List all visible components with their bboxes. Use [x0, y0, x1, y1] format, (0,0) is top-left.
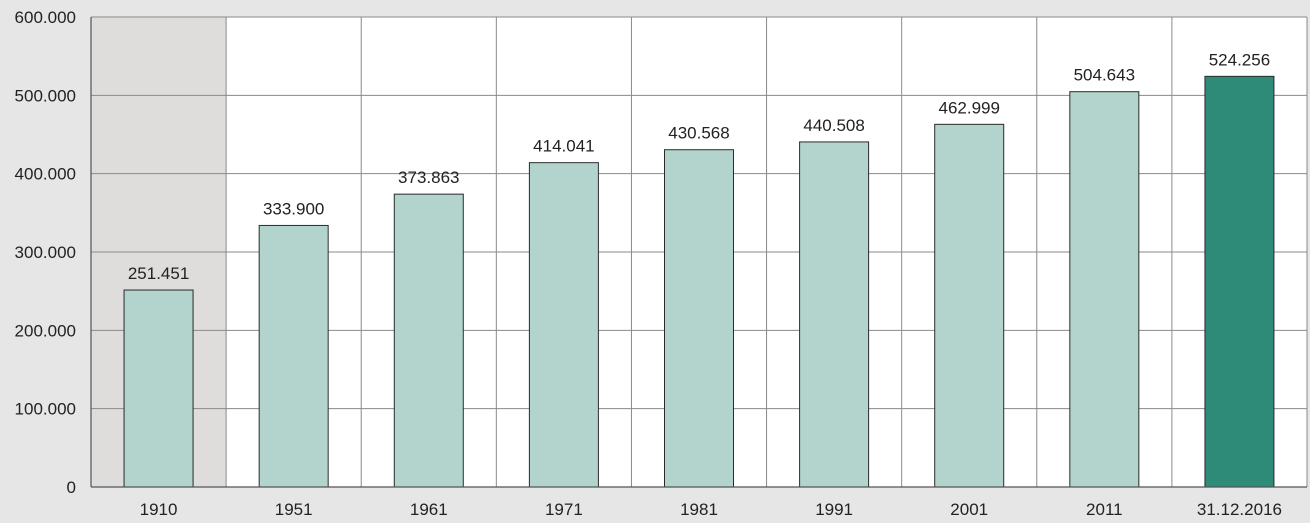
x-tick-label: 2001	[950, 500, 988, 519]
bar-2011	[1069, 91, 1140, 488]
y-tick-label: 100.000	[15, 400, 76, 419]
bar-31.12.2016	[1204, 75, 1275, 488]
y-tick-label: 400.000	[15, 165, 76, 184]
y-tick-label: 500.000	[15, 86, 76, 105]
x-tick-label: 1951	[275, 500, 313, 519]
y-tick-label: 600.000	[15, 8, 76, 27]
x-tick-label: 2011	[1086, 500, 1123, 519]
value-label: 440.508	[803, 116, 864, 135]
x-tick-label: 1991	[815, 500, 853, 519]
value-label: 524.256	[1209, 50, 1270, 69]
x-tick-label: 1971	[545, 500, 583, 519]
x-axis: 1910 1951 1961 1971 1981 1991 2001 2011 31.12.20…	[91, 486, 1307, 519]
value-label: 462.999	[938, 98, 999, 117]
bar-1981	[664, 149, 734, 488]
value-labels: 251.451 333.900 373.863 414.041 430.568 440.5…	[128, 50, 1270, 283]
value-label: 373.863	[398, 168, 459, 187]
x-tick-label: 1981	[680, 500, 718, 519]
bar-1971	[528, 162, 599, 488]
bar-1951	[258, 224, 329, 488]
bar-1961	[393, 193, 464, 488]
x-tick-label: 1961	[410, 500, 448, 519]
y-tick-label: 300.000	[15, 243, 76, 262]
y-tick-label: 0	[67, 478, 76, 497]
bar-1910	[123, 289, 194, 488]
value-label: 333.900	[263, 199, 324, 218]
y-tick-label: 200.000	[15, 321, 76, 340]
y-axis: 0 100.000 200.000 300.000 400.000 500.000 600.…	[15, 8, 92, 497]
x-tick-label: 31.12.2016	[1197, 500, 1282, 519]
value-label: 251.451	[128, 264, 189, 283]
bar-2001	[934, 123, 1005, 488]
x-tick-label: 1910	[140, 500, 178, 519]
value-label: 414.041	[533, 137, 594, 156]
bar-1991	[799, 141, 870, 488]
value-label: 430.568	[668, 124, 729, 143]
bars	[123, 75, 1275, 488]
value-label: 504.643	[1074, 66, 1135, 85]
